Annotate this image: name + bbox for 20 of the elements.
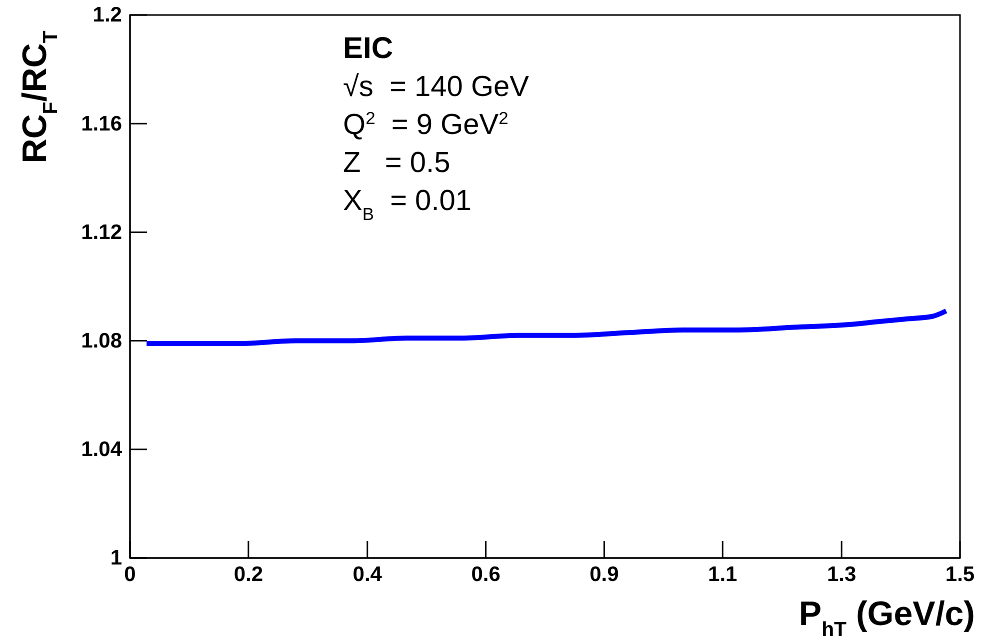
annotation: X$_{B}$ = 0.01 bbox=[343, 185, 472, 224]
annotation: EIC bbox=[343, 32, 394, 65]
y-tick-label: 1.2 bbox=[92, 4, 122, 27]
x-tick-label: 0.2 bbox=[234, 562, 264, 586]
x-tick-label: 0.6 bbox=[471, 562, 500, 586]
x-tick-label: 0 bbox=[124, 562, 136, 586]
annotation: Q$^{2}$ = 9 GeV$^{2}$ bbox=[343, 108, 508, 141]
x-tick-label: 0.4 bbox=[352, 562, 382, 586]
x-tick-label: 1.5 bbox=[945, 562, 975, 586]
annotation: Z = 0.5 bbox=[343, 147, 450, 179]
annotation: √s = 140 GeV bbox=[343, 71, 530, 103]
x-tick-label: 1.1 bbox=[708, 562, 738, 586]
y-tick-label: 1 bbox=[110, 546, 122, 570]
x-tick-label: 1.3 bbox=[826, 562, 856, 586]
x-axis-title: P$_{hT}$ (GeV/c) bbox=[798, 595, 975, 638]
y-tick-label: 1.08 bbox=[81, 330, 122, 353]
x-tick-label: 0.9 bbox=[590, 562, 619, 586]
y-tick-label: 1.12 bbox=[81, 220, 122, 244]
y-tick-label: 1.04 bbox=[81, 438, 122, 462]
y-tick-label: 1.16 bbox=[81, 112, 122, 136]
